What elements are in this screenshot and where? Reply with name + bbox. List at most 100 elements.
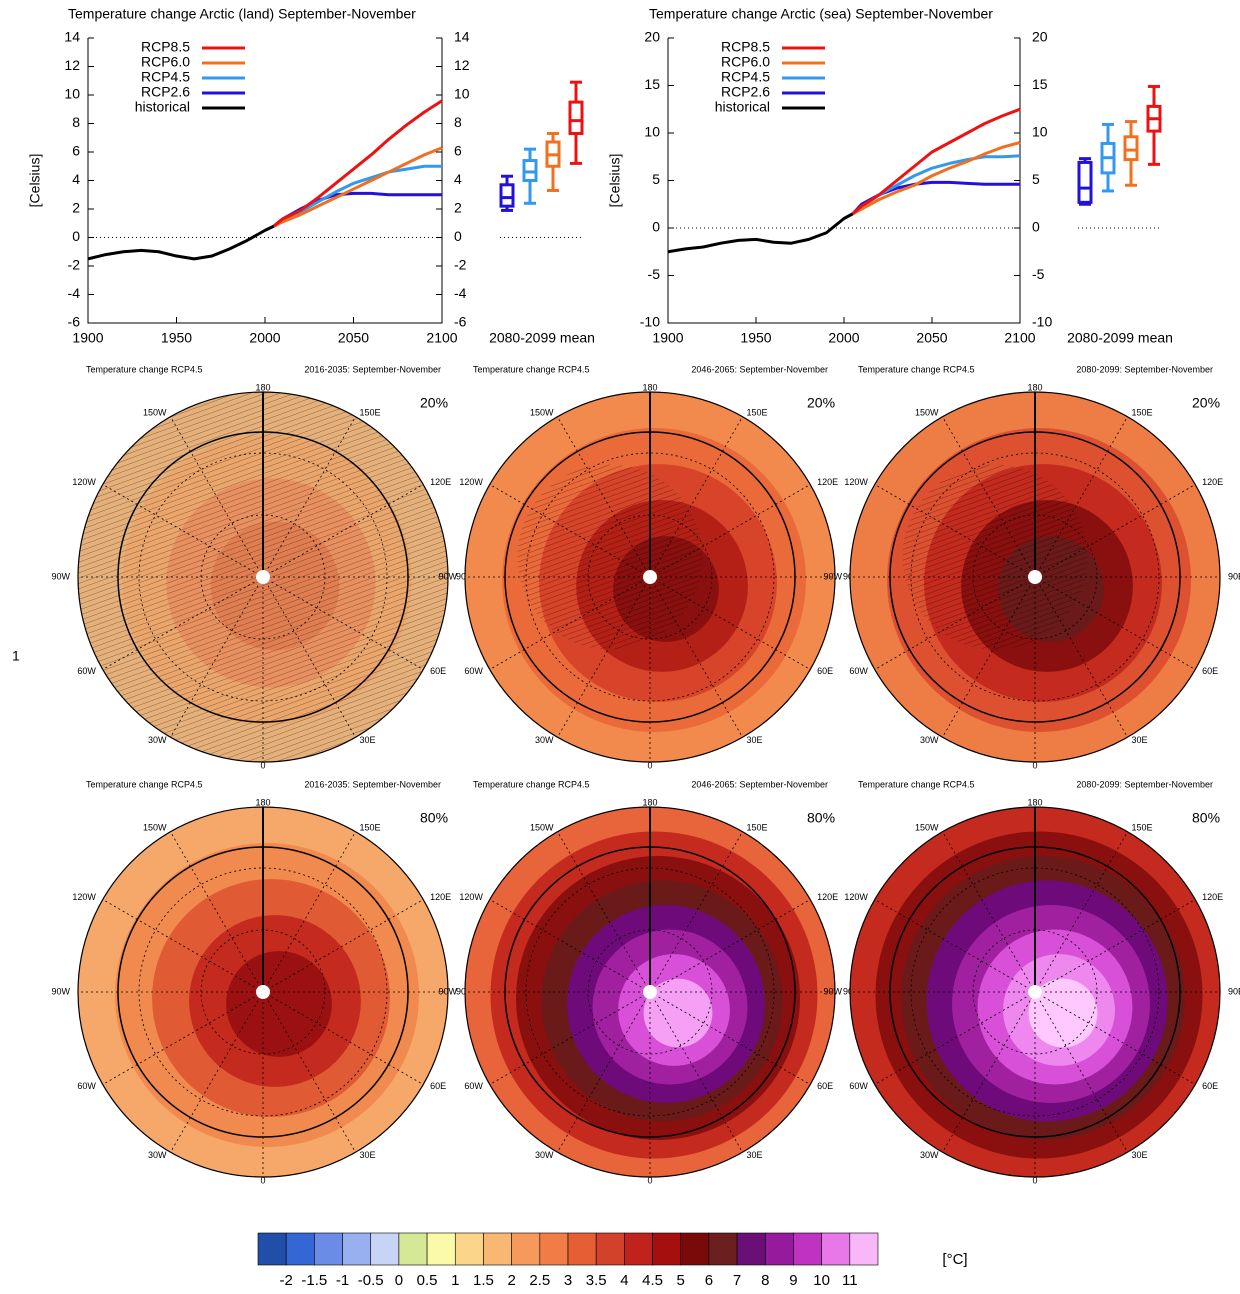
box-body xyxy=(570,102,582,133)
longitude-label: 150W xyxy=(915,408,939,418)
y-tick-label: 0 xyxy=(652,219,660,235)
polar-map xyxy=(465,807,835,1177)
y-tick-label: 12 xyxy=(64,57,80,73)
y-tick-label: 15 xyxy=(644,76,660,92)
longitude-label: 180 xyxy=(642,797,657,807)
hatching xyxy=(518,465,703,650)
box-body xyxy=(1079,162,1091,202)
longitude-label: 150W xyxy=(143,823,167,833)
legend-label: historical xyxy=(135,99,190,115)
longitude-label: 30W xyxy=(148,735,167,745)
longitude-label: 120W xyxy=(844,477,868,487)
longitude-label: 90E xyxy=(1228,571,1240,581)
colorbar-tick-label: 9 xyxy=(789,1272,797,1289)
legend-label: RCP4.5 xyxy=(141,69,190,85)
longitude-label: 90W xyxy=(438,571,457,581)
color-box xyxy=(653,1233,681,1265)
colorbar-tick-label: 10 xyxy=(813,1272,830,1289)
color-box xyxy=(793,1233,821,1265)
color-box xyxy=(371,1233,399,1265)
longitude-label: 0 xyxy=(260,760,265,770)
pole-marker xyxy=(256,570,270,584)
longitude-label: 120E xyxy=(430,477,451,487)
x-tick-label: 1950 xyxy=(740,330,771,346)
longitude-label: 30E xyxy=(747,1150,763,1160)
polar-map xyxy=(465,392,835,762)
color-box xyxy=(765,1233,793,1265)
box-body xyxy=(1125,137,1137,160)
longitude-label: 180 xyxy=(255,382,270,392)
colorbar-tick-label: 6 xyxy=(705,1272,713,1289)
longitude-label: 60W xyxy=(849,1081,868,1091)
y-tick-label: 10 xyxy=(644,124,660,140)
y-tick-label: 4 xyxy=(72,171,80,187)
color-box xyxy=(681,1233,709,1265)
color-box xyxy=(568,1233,596,1265)
map-title: Temperature change RCP4.5 xyxy=(858,364,975,374)
pole-marker xyxy=(643,570,657,584)
series-line xyxy=(274,148,442,226)
y2-tick-label: -4 xyxy=(454,285,467,301)
y2-tick-label: 4 xyxy=(454,171,462,187)
legend-label: RCP4.5 xyxy=(721,69,770,85)
x-tick-label: 2050 xyxy=(916,330,947,346)
longitude-label: 150E xyxy=(1132,823,1153,833)
longitude-label: 60W xyxy=(77,1081,96,1091)
colorbar-tick-label: 11 xyxy=(842,1272,858,1289)
longitude-label: 30E xyxy=(747,735,763,745)
box-body xyxy=(501,185,513,206)
longitude-label: 30E xyxy=(360,1150,376,1160)
longitude-label: 150E xyxy=(747,408,768,418)
series-line xyxy=(274,101,442,226)
x-tick-label: 1900 xyxy=(652,330,683,346)
colorbar-tick-label: -0.5 xyxy=(358,1272,384,1289)
longitude-label: 120W xyxy=(459,892,483,902)
map-percentile: 20% xyxy=(1192,395,1220,411)
color-box xyxy=(596,1233,624,1265)
color-box xyxy=(512,1233,540,1265)
x-tick-label: 2050 xyxy=(338,330,369,346)
y-tick-label: -5 xyxy=(648,266,661,282)
colorbar-tick-label: 7 xyxy=(733,1272,741,1289)
color-box xyxy=(314,1233,342,1265)
y2-tick-label: 6 xyxy=(454,143,462,159)
y-tick-label: -2 xyxy=(68,257,81,273)
pole-marker xyxy=(256,985,270,999)
longitude-label: 120E xyxy=(430,892,451,902)
longitude-label: 120E xyxy=(1202,477,1223,487)
longitude-label: 60E xyxy=(1202,666,1218,676)
legend-label: RCP6.0 xyxy=(721,54,770,70)
color-box xyxy=(850,1233,878,1265)
longitude-label: 150W xyxy=(143,408,167,418)
y2-tick-label: 0 xyxy=(454,228,462,244)
series-line xyxy=(853,182,1020,213)
color-box xyxy=(737,1233,765,1265)
y-tick-label: 20 xyxy=(644,29,660,45)
box-axis-label: 2080-2099 mean xyxy=(489,330,595,346)
x-tick-label: 2100 xyxy=(1004,330,1035,346)
x-tick-label: 2000 xyxy=(249,330,280,346)
longitude-label: 120E xyxy=(1202,892,1223,902)
panel-label: 1 xyxy=(12,648,20,664)
colorbar-tick-label: -1.5 xyxy=(301,1272,327,1289)
colorbar-tick-label: 1 xyxy=(451,1272,459,1289)
y-axis-label: [Celsius] xyxy=(607,154,623,208)
longitude-label: 60E xyxy=(817,666,833,676)
map-period: 2080-2099: September-November xyxy=(1076,779,1213,789)
longitude-label: 30W xyxy=(535,735,554,745)
longitude-label: 150E xyxy=(1132,408,1153,418)
pole-marker xyxy=(1028,570,1042,584)
map-title: Temperature change RCP4.5 xyxy=(86,364,203,374)
map-percentile: 20% xyxy=(807,395,835,411)
y-tick-label: 0 xyxy=(72,228,80,244)
colorbar-tick-label: 3.5 xyxy=(586,1272,607,1289)
longitude-label: 30W xyxy=(535,1150,554,1160)
pole-marker xyxy=(643,985,657,999)
longitude-label: 90W xyxy=(438,986,457,996)
map-percentile: 80% xyxy=(1192,810,1220,826)
chart-title: Temperature change Arctic (land) Septemb… xyxy=(68,6,416,22)
y-tick-label: 2 xyxy=(72,200,80,216)
longitude-label: 0 xyxy=(260,1175,265,1185)
color-box xyxy=(709,1233,737,1265)
longitude-label: 120W xyxy=(72,477,96,487)
